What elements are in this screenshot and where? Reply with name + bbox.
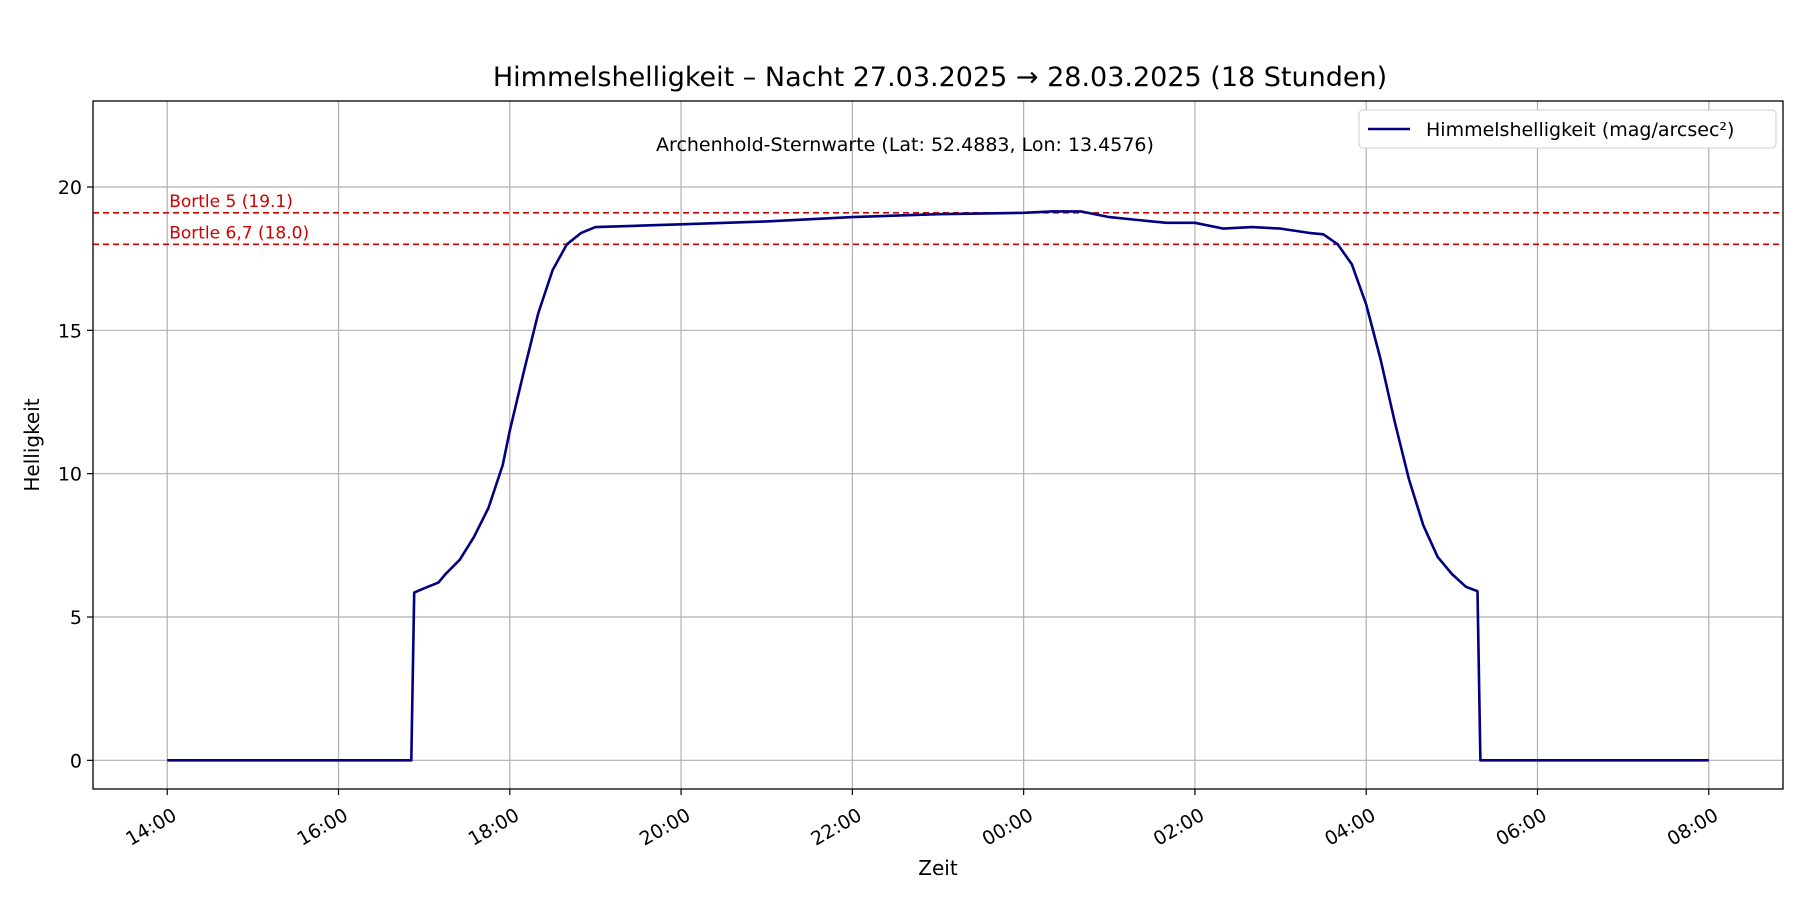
series-line (167, 210, 1709, 762)
y-axis-ticks: 0 5 10 15 20 (58, 177, 93, 772)
y-tick-label: 20 (58, 177, 82, 199)
legend: Himmelshelligkeit (mag/arcsec²) (1358, 109, 1777, 149)
y-axis-label: Helligkeit (20, 398, 44, 491)
series-layer (167, 210, 1709, 762)
reference-line-label: Bortle 5 (19.1) (169, 192, 293, 212)
legend-box (1358, 109, 1777, 149)
y-tick-label: 15 (58, 320, 82, 342)
chart-title: Himmelshelligkeit – Nacht 27.03.2025 → 2… (493, 62, 1387, 93)
plot-frame (92, 100, 1784, 790)
y-tick-label: 0 (70, 750, 82, 772)
reference-lines: Bortle 5 (19.1) Bortle 6,7 (18.0) (93, 192, 1783, 246)
y-tick-label: 5 (70, 607, 82, 629)
reference-line-label: Bortle 6,7 (18.0) (169, 223, 309, 243)
chart-subtitle: Archenhold-Sternwarte (Lat: 52.4883, Lon… (656, 134, 1154, 156)
x-axis-label: Zeit (918, 856, 958, 880)
legend-label: Himmelshelligkeit (mag/arcsec²) (1426, 119, 1734, 141)
y-tick-label: 10 (58, 464, 82, 486)
